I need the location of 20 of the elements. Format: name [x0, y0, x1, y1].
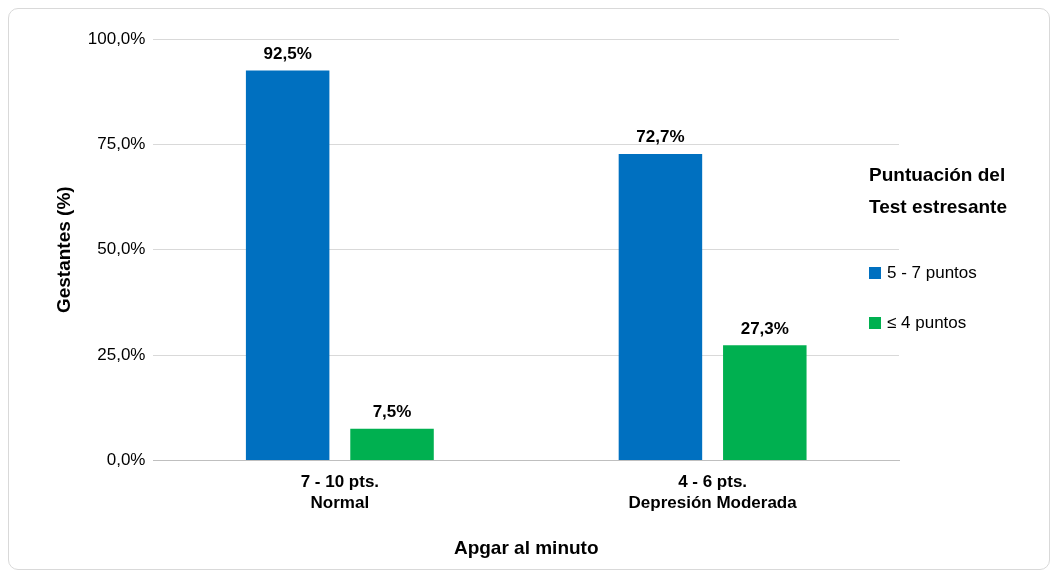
- y-tick-label: 100,0%: [87, 28, 146, 48]
- x-tick-label: 7 - 10 pts. Normal: [300, 472, 380, 512]
- legend-title: Puntuación del Test estresante: [869, 163, 1008, 219]
- y-tick-label: 50,0%: [97, 239, 146, 259]
- data-label: 92,5%: [263, 43, 312, 63]
- data-label: 7,5%: [372, 401, 412, 421]
- bar: [245, 70, 330, 460]
- data-label: 27,3%: [740, 318, 789, 338]
- data-label: 72,7%: [636, 127, 685, 147]
- y-tick-label: 0,0%: [106, 450, 146, 470]
- legend-label: 5 - 7 puntos: [887, 263, 977, 283]
- y-tick-label: 75,0%: [97, 134, 146, 154]
- y-tick-label: 25,0%: [97, 344, 146, 364]
- x-axis-title: Apgar al minuto: [453, 536, 599, 558]
- x-tick-label: 4 - 6 pts. Depresión Moderada: [628, 472, 798, 512]
- bar: [350, 428, 434, 460]
- y-axis-title: Gestantes (%): [52, 186, 74, 314]
- bar: [618, 154, 703, 460]
- legend-label: ≤ 4 puntos: [887, 313, 967, 333]
- bar: [723, 345, 807, 460]
